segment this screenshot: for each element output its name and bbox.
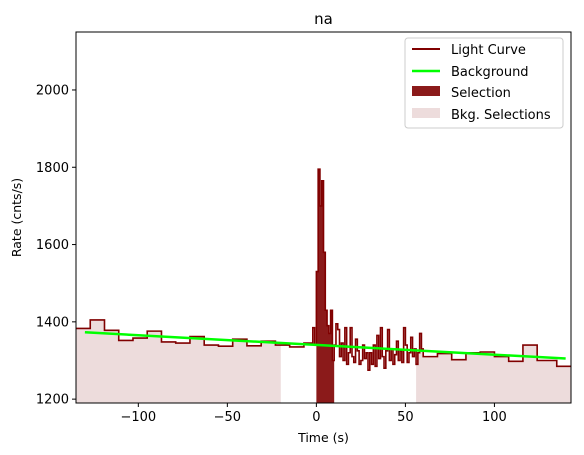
- plot-layer: [76, 168, 571, 403]
- legend-background-label: Background: [451, 65, 529, 80]
- y-tick-label: 1800: [36, 161, 69, 176]
- x-tick-label: −50: [214, 410, 241, 425]
- background-line: [84, 331, 566, 360]
- ticks-layer: −100 −50 0 50 100 1200 1400 1600 1800 2000: [36, 83, 507, 425]
- y-tick-label: 1200: [36, 393, 69, 408]
- y-tick-label: 1600: [36, 238, 69, 253]
- x-tick-label: 50: [397, 410, 414, 425]
- x-tick-label: −100: [120, 410, 156, 425]
- axes-frame: [75, 31, 572, 404]
- legend-selection-label: Selection: [451, 86, 511, 101]
- x-tick-label: 100: [482, 410, 507, 425]
- y-tick-label: 2000: [36, 83, 69, 98]
- legend-box: [404, 37, 564, 129]
- y-axis-label: Rate (cnts/s): [9, 178, 24, 257]
- light-curve-line: [76, 168, 571, 371]
- legend-selection-swatch: [412, 86, 440, 96]
- legend-bkg-selections-label: Bkg. Selections: [451, 108, 551, 123]
- legend-bkg-selection-swatch: [412, 108, 440, 118]
- x-axis-label: Time (s): [297, 430, 349, 445]
- plot-area: [76, 168, 571, 403]
- y-tick-label: 1400: [36, 315, 69, 330]
- legend-light-curve-label: Light Curve: [451, 43, 526, 58]
- chart-title: na: [314, 10, 333, 28]
- legend: Light Curve Background Selection Bkg. Se…: [404, 37, 564, 129]
- bkg-selection-area-1: [416, 333, 571, 403]
- x-tick-label: 0: [312, 410, 320, 425]
